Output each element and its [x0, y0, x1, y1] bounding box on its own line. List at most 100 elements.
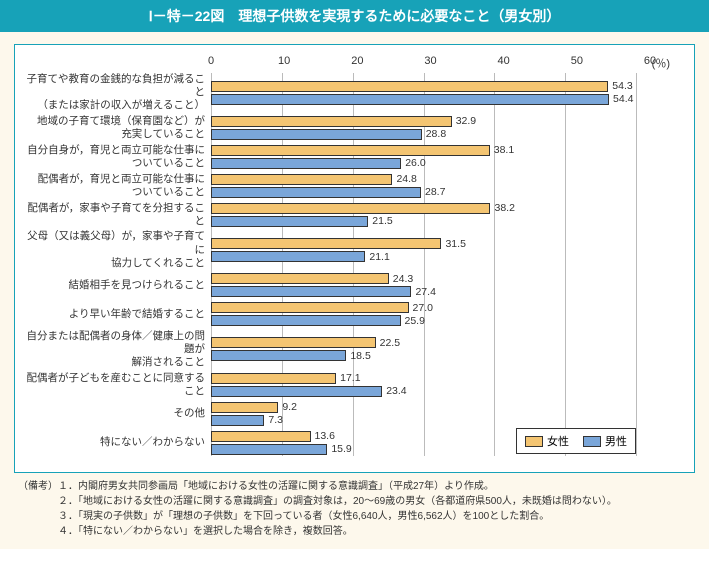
legend-item-male: 男性 [583, 433, 627, 449]
bar [211, 116, 452, 127]
bar-value: 26.0 [405, 157, 425, 169]
bar-value: 54.3 [612, 80, 632, 92]
footnote-prefix [18, 509, 58, 524]
bar [211, 216, 368, 227]
legend-swatch [525, 436, 543, 447]
bar-value: 38.2 [494, 202, 514, 214]
bar [211, 251, 365, 262]
bar-group: 24.327.4 [211, 272, 650, 299]
axis-tick: 20 [351, 55, 363, 67]
bar-value: 31.5 [445, 238, 465, 250]
bar-male: 28.7 [211, 186, 650, 198]
bar-value: 24.3 [393, 273, 413, 285]
bar-male: 28.8 [211, 128, 650, 140]
chart-rows: 子育てや教育の金銭的な負担が減ること（または家計の収入が増えること） 54.354… [25, 73, 680, 456]
bar-value: 32.9 [456, 115, 476, 127]
bar-value: 27.4 [415, 286, 435, 298]
category-label: 特にない／わからない [25, 436, 211, 449]
bar-value: 24.8 [396, 173, 416, 185]
bar-female: 24.8 [211, 173, 650, 185]
footnote-line: ２．「地域における女性の活躍に関する意識調査」の調査対象は，20～69歳の男女（… [18, 494, 691, 509]
bar-value: 28.7 [425, 186, 445, 198]
bar-value: 9.2 [282, 401, 297, 413]
bar [211, 187, 421, 198]
bar-value: 7.3 [268, 414, 283, 426]
bar-male: 18.5 [211, 350, 650, 362]
bar-male: 23.4 [211, 385, 650, 397]
footnote-prefix: （備考） [18, 479, 58, 494]
bar-value: 38.1 [494, 144, 514, 156]
bar [211, 337, 376, 348]
figure-title: Ⅰ－特－22図 理想子供数を実現するために必要なこと（男女別） [0, 0, 709, 32]
footnote-text: １．内閣府男女共同参画局「地域における女性の活躍に関する意識調査」（平成27年）… [58, 479, 494, 494]
bar [211, 203, 490, 214]
axis-tick: 40 [498, 55, 510, 67]
category-label: 子育てや教育の金銭的な負担が減ること（または家計の収入が増えること） [25, 73, 211, 112]
bar-group: 17.1 23.4 [211, 371, 650, 398]
bar [211, 302, 409, 313]
category-row: 配偶者が，家事や子育てを分担すること 38.2 21.5 [25, 201, 680, 228]
footnotes: （備考）１．内閣府男女共同参画局「地域における女性の活躍に関する意識調査」（平成… [18, 479, 691, 539]
footnote-line: ４．「特にない／わからない」を選択した場合を除き，複数回答。 [18, 524, 691, 539]
bar-group: 38.1 26.0 [211, 143, 650, 170]
category-label: 配偶者が，家事や子育てを分担すること [25, 202, 211, 228]
bar-value: 27.0 [413, 302, 433, 314]
chart-area: 0102030405060(％) 子育てや教育の金銭的な負担が減ること（または家… [14, 44, 695, 473]
bar-value: 23.4 [386, 385, 406, 397]
bar [211, 286, 411, 297]
category-label: 結婚相手を見つけられること [25, 279, 211, 292]
bar [211, 350, 346, 361]
bar-value: 25.9 [405, 315, 425, 327]
bar-female: 24.3 [211, 273, 650, 285]
bar [211, 81, 608, 92]
bar [211, 431, 311, 442]
category-row: 自分または配偶者の身体／健康上の問題が解消されること 22.5 18.5 [25, 330, 680, 369]
category-label: 地域の子育て環境（保育園など）が充実していること [25, 115, 211, 141]
category-row: 配偶者が子どもを産むことに同意すること17.123.4 [25, 371, 680, 398]
legend: 女性 男性 [516, 428, 636, 454]
bar [211, 145, 490, 156]
category-label: 自分または配偶者の身体／健康上の問題が解消されること [25, 330, 211, 369]
bar-value: 17.1 [340, 372, 360, 384]
bar [211, 444, 327, 455]
category-label: 配偶者が，育児と両立可能な仕事についていること [25, 173, 211, 199]
bar-male: 27.4 [211, 286, 650, 298]
footnote-prefix [18, 494, 58, 509]
bar-female: 27.0 [211, 302, 650, 314]
bar-value: 22.5 [380, 337, 400, 349]
bar-value: 21.5 [372, 215, 392, 227]
footnote-prefix [18, 524, 58, 539]
legend-label: 女性 [547, 433, 569, 449]
bar-value: 15.9 [331, 443, 351, 455]
category-row: 父母（又は義父母）が，家事や子育てに協力してくれること31.521.1 [25, 230, 680, 269]
category-row: その他 9.27.3 [25, 400, 680, 427]
bar-female: 38.1 [211, 144, 650, 156]
bar-male: 54.4 [211, 93, 650, 105]
bar [211, 238, 441, 249]
category-row: 配偶者が，育児と両立可能な仕事についていること 24.8 28.7 [25, 172, 680, 199]
footnote-text: ２．「地域における女性の活躍に関する意識調査」の調査対象は，20～69歳の男女（… [58, 494, 617, 509]
footnote-text: ４．「特にない／わからない」を選択した場合を除き，複数回答。 [58, 524, 353, 539]
bar-female: 17.1 [211, 372, 650, 384]
category-label: 自分自身が，育児と両立可能な仕事についていること [25, 144, 211, 170]
bar-group: 24.8 28.7 [211, 172, 650, 199]
axis-tick: 0 [208, 55, 214, 67]
x-axis: 0102030405060(％) [211, 55, 650, 73]
bar-value: 13.6 [315, 430, 335, 442]
bar-value: 18.5 [350, 350, 370, 362]
axis-tick: 10 [278, 55, 290, 67]
bar-male: 7.3 [211, 414, 650, 426]
bar [211, 273, 389, 284]
figure-frame: Ⅰ－特－22図 理想子供数を実現するために必要なこと（男女別） 01020304… [0, 0, 709, 549]
category-row: 地域の子育て環境（保育園など）が充実していること 32.9 28.8 [25, 114, 680, 141]
legend-label: 男性 [605, 433, 627, 449]
bar-male: 25.9 [211, 315, 650, 327]
bar-female: 38.2 [211, 202, 650, 214]
legend-item-female: 女性 [525, 433, 569, 449]
bar-value: 28.8 [426, 128, 446, 140]
category-row: 自分自身が，育児と両立可能な仕事についていること 38.1 26.0 [25, 143, 680, 170]
bar-female: 32.9 [211, 115, 650, 127]
bar [211, 373, 336, 384]
bar-male: 26.0 [211, 157, 650, 169]
category-label: その他 [25, 407, 211, 420]
